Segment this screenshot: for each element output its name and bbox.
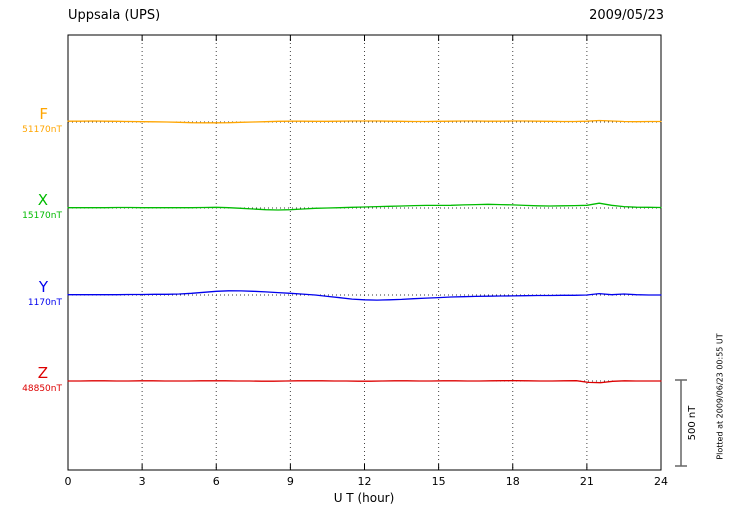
x-tick-label: 15 [431,475,446,488]
date-label: 2009/05/23 [589,8,664,23]
x-tick-label: 6 [212,475,220,488]
series-label-F: F [39,105,48,123]
scale-bar-label: 500 nT [687,405,698,441]
x-axis-label: U T (hour) [333,491,395,505]
series-baseline-value-F: 51170nT [22,125,62,135]
x-tick-label: 24 [654,475,668,488]
x-tick-label: 18 [505,475,520,488]
series-baseline-value-Z: 48850nT [22,384,62,394]
x-tick-label: 12 [357,475,372,488]
x-tick-label: 9 [286,475,294,488]
station-title: Uppsala (UPS) [68,8,161,23]
series-baseline-value-Y: 1170nT [27,298,62,308]
x-tick-label: 21 [579,475,594,488]
series-label-X: X [37,191,48,209]
plotted-at-note: Plotted at 2009/06/23 00:55 UT [715,333,725,460]
series-baseline-value-X: 15170nT [22,211,62,221]
x-tick-label: 0 [64,475,72,488]
x-tick-label: 3 [138,475,146,488]
series-label-Y: Y [38,278,48,296]
series-label-Z: Z [37,364,48,382]
